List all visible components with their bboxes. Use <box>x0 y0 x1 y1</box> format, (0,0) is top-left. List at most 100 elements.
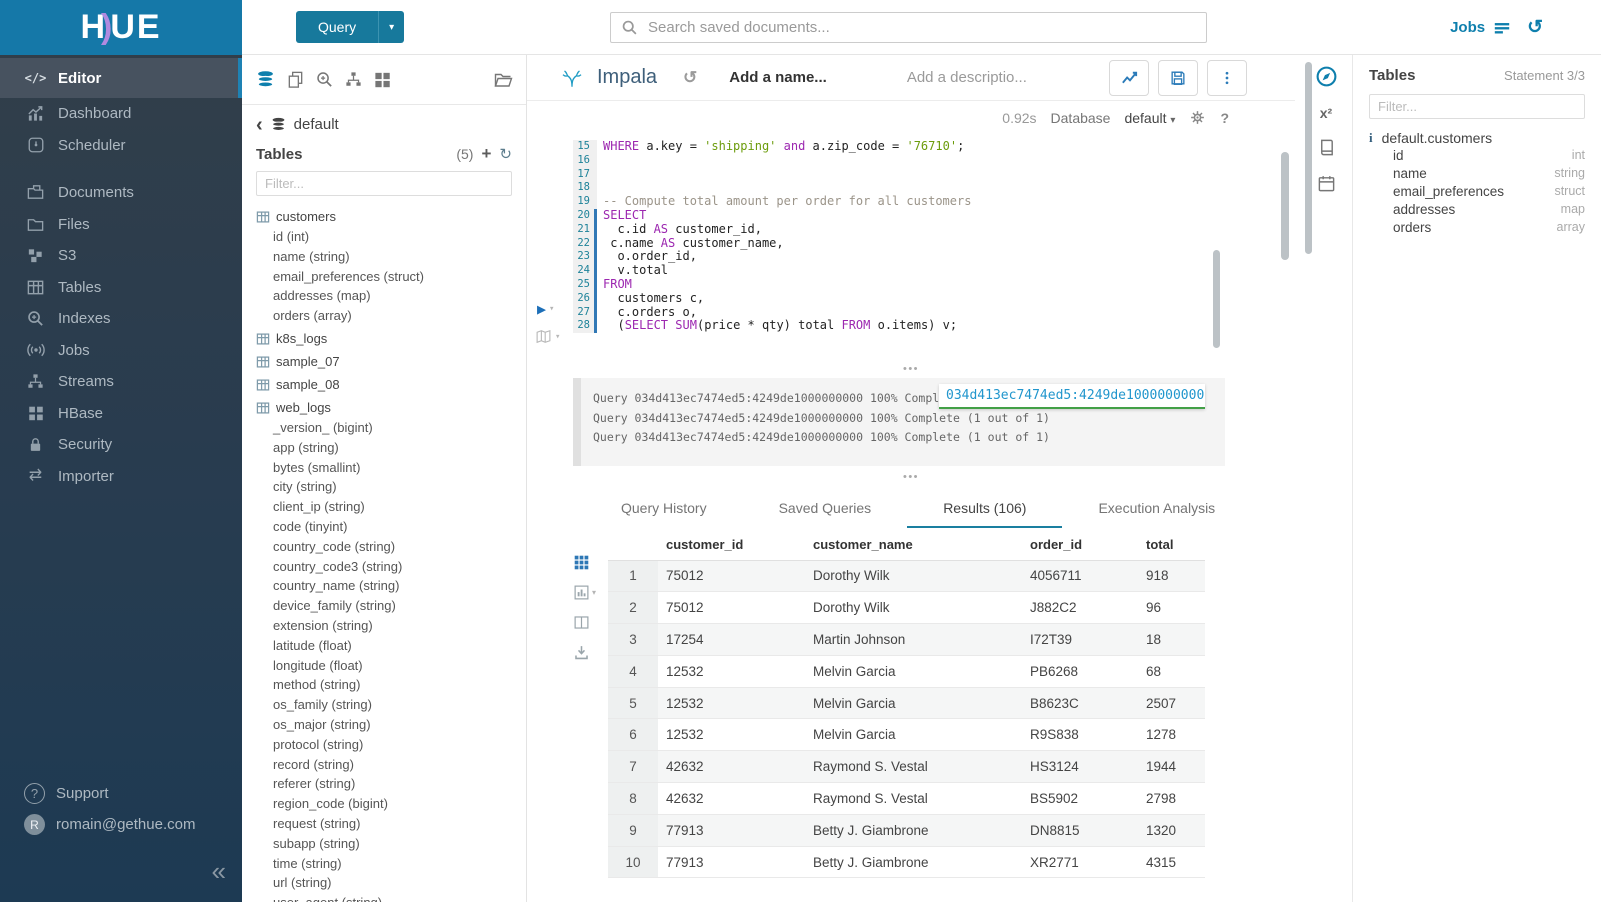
column-item[interactable]: bytes (smallint) <box>273 459 361 475</box>
search-input[interactable] <box>646 18 1196 37</box>
sidebar-item-security[interactable]: Security <box>0 429 242 461</box>
column-item[interactable]: name (string) <box>273 248 350 264</box>
column-item[interactable]: method (string) <box>273 677 361 693</box>
column-header-order_id[interactable]: order_id <box>1022 530 1138 561</box>
column-item[interactable]: latitude (float) <box>273 637 352 653</box>
column-item[interactable]: country_code3 (string) <box>273 558 403 574</box>
table-item[interactable]: web_logs <box>256 398 512 418</box>
zoom-in-icon[interactable] <box>315 70 334 89</box>
assist-column-item[interactable]: addresses map <box>1369 200 1585 218</box>
column-item[interactable]: referer (string) <box>273 776 356 792</box>
column-item[interactable]: region_code (bigint) <box>273 796 388 812</box>
column-item[interactable]: request (string) <box>273 815 361 831</box>
sidebar-item-documents[interactable]: Documents <box>0 177 242 209</box>
table-row[interactable]: 3 17254 Martin Johnson I72T39 18 <box>608 623 1205 656</box>
assist-scrollbar[interactable] <box>1305 62 1312 254</box>
table-row[interactable]: 7 42632 Raymond S. Vestal HS3124 1944 <box>608 750 1205 784</box>
column-item[interactable]: email_preferences (struct) <box>273 268 424 284</box>
sidebar-item-jobs[interactable]: Jobs <box>0 335 242 367</box>
code-line[interactable]: 17 <box>573 167 1295 182</box>
assist-filter-input[interactable] <box>1369 94 1585 119</box>
columns-view-icon[interactable] <box>573 614 590 631</box>
column-header-customer_id[interactable]: customer_id <box>658 530 805 561</box>
column-item[interactable]: addresses (map) <box>273 288 371 304</box>
code-line[interactable]: 26 customers c, <box>573 291 1295 306</box>
table-item[interactable]: sample_08 <box>256 375 512 395</box>
sidebar-item-editor[interactable]: </> Editor <box>0 58 242 98</box>
tab-saved-queries[interactable]: Saved Queries <box>778 500 872 516</box>
jobs-link[interactable]: Jobs <box>1450 19 1511 37</box>
column-item[interactable]: _version_ (bigint) <box>273 419 373 435</box>
folder-open-icon[interactable] <box>493 70 513 90</box>
assist-column-item[interactable]: orders array <box>1369 218 1585 236</box>
table-row[interactable]: 8 42632 Raymond S. Vestal BS5902 2798 <box>608 782 1205 815</box>
table-filter-input[interactable] <box>256 171 512 196</box>
code-line[interactable]: 25 FROM <box>573 277 1295 292</box>
tab-results-106-[interactable]: Results (106) <box>907 490 1063 528</box>
query-dropdown-caret[interactable]: ▾ <box>378 11 405 43</box>
assist-table[interactable]: i default.customers <box>1369 130 1585 146</box>
back-chevron-icon[interactable]: ‹ <box>256 113 263 136</box>
code-line[interactable]: 16 <box>573 153 1295 168</box>
column-item[interactable]: extension (string) <box>273 617 373 633</box>
sidebar-item-indexes[interactable]: Indexes <box>0 303 242 335</box>
chart-type-caret[interactable]: ▾ <box>592 588 597 597</box>
resize-handle-bottom[interactable]: ••• <box>902 471 920 483</box>
column-item[interactable]: country_name (string) <box>273 578 400 594</box>
table-row[interactable]: 4 12532 Melvin Garcia PB6268 68 <box>608 655 1205 688</box>
column-item[interactable]: os_family (string) <box>273 697 372 713</box>
main-scrollbar[interactable] <box>1281 152 1289 260</box>
language-docs-icon[interactable] <box>1317 138 1336 157</box>
tab-query-history[interactable]: Query History <box>621 500 707 516</box>
global-search[interactable] <box>610 12 1207 43</box>
chart-view-icon[interactable] <box>573 584 590 601</box>
query-id-tooltip[interactable]: 034d413ec7474ed5:4249de1000000000 <box>939 384 1205 409</box>
apps-grid-icon[interactable] <box>373 70 392 89</box>
more-actions-button[interactable] <box>1207 59 1247 96</box>
tab-execution-analysis[interactable]: Execution Analysis <box>1098 500 1216 516</box>
table-row[interactable]: 2 75012 Dorothy Wilk J882C2 96 <box>608 591 1205 625</box>
column-item[interactable]: time (string) <box>273 855 342 871</box>
code-line[interactable]: 22 c.name AS customer_name, <box>573 236 1295 251</box>
column-item[interactable]: city (string) <box>273 479 337 495</box>
compass-icon[interactable] <box>1315 65 1338 88</box>
table-row[interactable]: 1 75012 Dorothy Wilk 4056711 918 <box>608 560 1205 593</box>
column-item[interactable]: id (int) <box>273 229 310 244</box>
sidebar-item-scheduler[interactable]: Scheduler <box>0 130 242 162</box>
editor-scrollbar[interactable] <box>1213 250 1220 348</box>
table-item[interactable]: customers <box>256 207 512 227</box>
column-item[interactable]: url (string) <box>273 875 332 891</box>
assist-column-item[interactable]: email_preferences struct <box>1369 182 1585 200</box>
code-line[interactable]: 19 -- Compute total amount per order for … <box>573 194 1295 209</box>
code-line[interactable]: 24 v.total <box>573 263 1295 278</box>
history-icon[interactable]: ↺ <box>1527 17 1543 38</box>
database-selector[interactable]: default ▾ <box>1124 109 1176 126</box>
sidebar-item-streams[interactable]: Streams <box>0 366 242 398</box>
grid-view-icon[interactable] <box>573 554 590 571</box>
sidebar-item-importer[interactable]: ⇄ Importer <box>0 461 242 493</box>
column-item[interactable]: app (string) <box>273 439 339 455</box>
query-name-field[interactable]: Add a name... <box>729 69 827 86</box>
add-table-button[interactable]: + <box>481 144 492 163</box>
documents-browser-icon[interactable] <box>286 70 305 89</box>
functions-icon[interactable]: x² <box>1319 105 1333 121</box>
refresh-icon[interactable]: ↻ <box>499 145 512 163</box>
column-item[interactable]: client_ip (string) <box>273 499 365 515</box>
column-item[interactable]: subapp (string) <box>273 835 360 851</box>
sidebar-item-s3[interactable]: S3 <box>0 240 242 272</box>
calendar-icon[interactable] <box>1317 174 1336 193</box>
sidebar-item-hbase[interactable]: HBase <box>0 398 242 430</box>
run-options-caret[interactable]: ▾ <box>549 304 555 314</box>
column-item[interactable]: orders (array) <box>273 308 352 324</box>
code-line[interactable]: 27 c.orders o, <box>573 305 1295 320</box>
column-item[interactable]: os_major (string) <box>273 716 371 732</box>
column-item[interactable]: user_agent (string) <box>256 893 512 902</box>
assist-column-item[interactable]: name string <box>1369 164 1585 182</box>
table-row[interactable]: 5 12532 Melvin Garcia B8623C 2507 <box>608 687 1205 720</box>
column-header-total[interactable]: total <box>1138 530 1205 561</box>
code-line[interactable]: 18 <box>573 181 1295 196</box>
sidebar-item-tables[interactable]: Tables <box>0 272 242 304</box>
table-item[interactable]: k8s_logs <box>256 329 512 349</box>
code-line[interactable]: 23 o.order_id, <box>573 249 1295 265</box>
user-menu[interactable]: R romain@gethue.com <box>0 809 242 840</box>
